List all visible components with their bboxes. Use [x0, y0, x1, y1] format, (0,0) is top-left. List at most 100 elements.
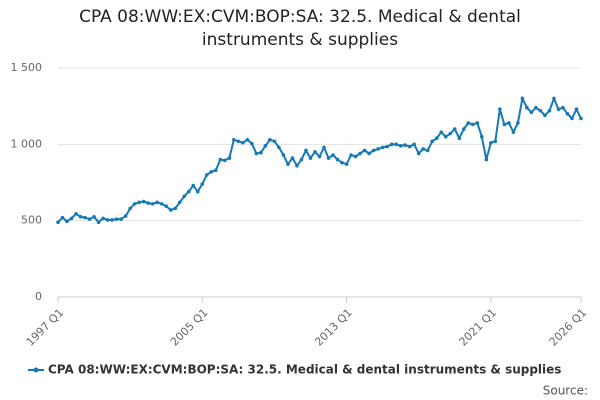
data-point — [299, 157, 304, 162]
chart-title: CPA 08:WW:EX:CVM:BOP:SA: 32.5. Medical &… — [79, 7, 521, 50]
data-point — [290, 156, 295, 160]
data-point — [241, 141, 245, 145]
data-point — [295, 163, 299, 168]
data-point — [439, 130, 444, 134]
data-point — [443, 134, 448, 139]
y-tick-label: 1 500 — [11, 61, 43, 74]
data-point — [236, 139, 241, 144]
data-point — [259, 150, 263, 155]
data-point — [430, 139, 435, 144]
data-point — [317, 154, 322, 159]
x-tick-label: 2026 Q1 — [547, 306, 590, 349]
data-point — [470, 122, 475, 127]
data-point — [83, 215, 87, 220]
data-point — [110, 218, 114, 222]
data-point — [489, 141, 493, 145]
data-point — [570, 116, 574, 121]
data-point — [250, 141, 254, 146]
legend-marker — [33, 367, 39, 373]
data-point — [547, 108, 552, 113]
data-point — [507, 121, 511, 125]
data-point — [529, 110, 534, 115]
data-point — [168, 208, 173, 212]
data-point — [137, 200, 141, 205]
data-point — [344, 162, 349, 166]
data-point — [173, 206, 178, 211]
data-point — [480, 134, 484, 139]
data-point — [268, 137, 272, 142]
data-point — [511, 130, 516, 134]
data-point — [349, 153, 353, 157]
data-point — [245, 137, 250, 142]
data-point — [556, 107, 561, 112]
data-point — [475, 121, 480, 125]
data-point — [340, 160, 344, 165]
data-point — [223, 158, 227, 163]
x-tick-label: 2021 Q1 — [457, 306, 500, 349]
data-point — [105, 218, 110, 222]
y-tick-label: 1 000 — [11, 137, 43, 150]
data-point — [159, 202, 164, 206]
data-point — [335, 157, 340, 162]
data-point — [574, 107, 579, 112]
data-point — [421, 147, 425, 151]
data-point — [516, 121, 520, 125]
data-point — [92, 215, 96, 219]
data-point — [214, 168, 218, 173]
data-point — [457, 136, 462, 141]
data-point — [304, 148, 308, 153]
y-tick-label: 0 — [35, 290, 42, 303]
data-point — [204, 173, 209, 177]
data-point — [146, 201, 150, 205]
data-point — [425, 148, 430, 153]
data-point — [389, 142, 394, 147]
source: Source: — [543, 384, 588, 398]
data-point — [452, 127, 457, 131]
data-point — [371, 148, 376, 153]
data-point — [362, 148, 367, 153]
data-point — [123, 214, 128, 218]
data-point — [367, 151, 371, 156]
data-point — [191, 183, 196, 188]
data-point — [461, 127, 466, 131]
data-point — [150, 202, 155, 206]
x-tick-label: 2013 Q1 — [312, 306, 355, 349]
data-point — [498, 107, 502, 112]
data-point — [87, 217, 92, 221]
data-point — [101, 216, 105, 221]
data-point — [186, 189, 191, 194]
data-point — [394, 142, 398, 147]
data-point — [538, 108, 543, 113]
data-point — [407, 144, 412, 149]
data-point — [232, 137, 236, 142]
data-point — [69, 216, 74, 221]
x-tick-label: 1997 Q1 — [24, 306, 67, 349]
data-point — [96, 220, 101, 224]
data-point — [466, 121, 471, 125]
data-point — [434, 136, 439, 141]
data-point — [281, 153, 286, 157]
data-point — [534, 105, 538, 110]
data-point — [520, 96, 525, 101]
data-point — [119, 217, 123, 221]
data-point — [263, 144, 268, 148]
data-point — [132, 202, 137, 206]
data-point — [272, 139, 277, 144]
data-point — [525, 105, 529, 110]
data-point — [74, 211, 78, 216]
data-point — [543, 113, 547, 118]
data-point — [65, 219, 69, 224]
data-point — [358, 151, 362, 156]
data-point — [141, 199, 146, 204]
data-point — [277, 145, 281, 150]
data-point — [177, 200, 182, 205]
data-point — [448, 131, 453, 136]
data-point — [164, 204, 169, 208]
series-line — [57, 95, 582, 224]
data-point — [416, 151, 421, 156]
data-point — [552, 96, 556, 101]
data-point — [56, 220, 60, 224]
data-point — [331, 153, 335, 157]
